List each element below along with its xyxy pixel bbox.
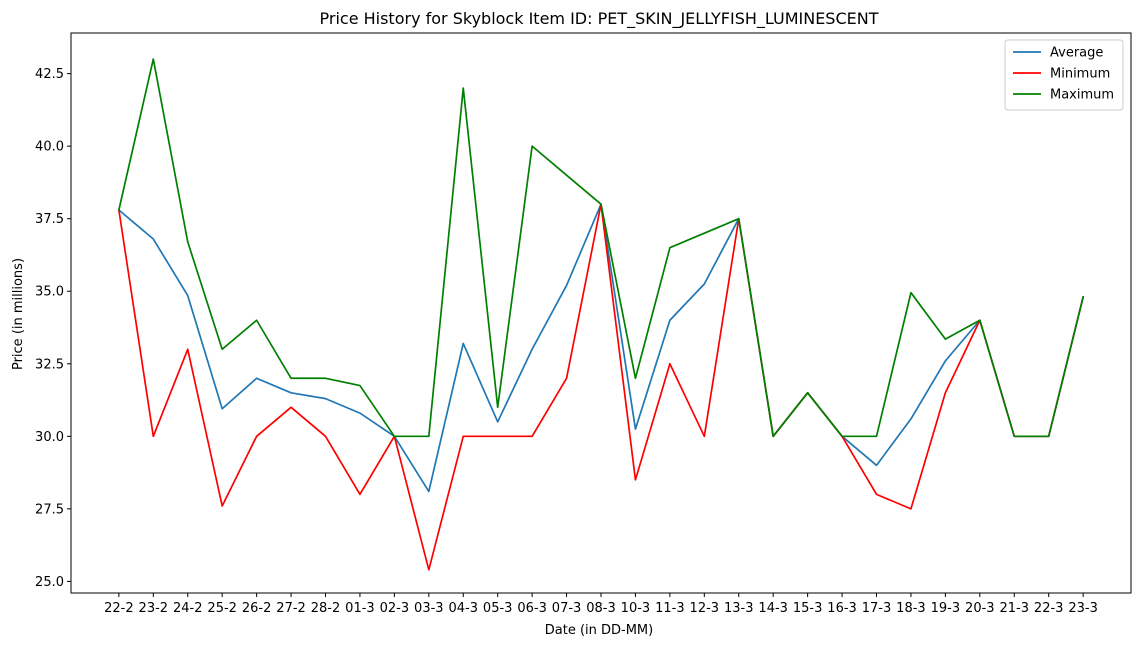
x-tick-label: 14-3 [758, 601, 788, 616]
chart-title: Price History for Skyblock Item ID: PET_… [320, 9, 879, 29]
x-tick-label: 02-3 [380, 601, 410, 616]
y-tick-label: 30.0 [35, 430, 64, 445]
x-tick-label: 18-3 [896, 601, 926, 616]
x-tick-label: 22-2 [104, 601, 134, 616]
x-tick-label: 01-3 [345, 601, 375, 616]
x-tick-label: 05-3 [483, 601, 513, 616]
y-tick-label: 37.5 [35, 212, 64, 227]
x-tick-label: 15-3 [793, 601, 823, 616]
x-tick-label: 17-3 [862, 601, 892, 616]
legend-box [1004, 39, 1124, 111]
x-tick-label: 26-2 [242, 601, 272, 616]
legend-label-average: Average [1050, 46, 1103, 61]
y-tick-label: 40.0 [35, 140, 64, 155]
x-tick-label: 11-3 [655, 601, 685, 616]
x-tick-label: 23-3 [1068, 601, 1098, 616]
x-tick-label: 03-3 [414, 601, 444, 616]
x-tick-label: 20-3 [965, 601, 995, 616]
legend: Average Minimum Maximum [1004, 39, 1124, 111]
x-tick-label: 25-2 [207, 601, 237, 616]
x-tick-label: 16-3 [827, 601, 857, 616]
x-tick-label: 21-3 [999, 601, 1029, 616]
y-tick-label: 27.5 [35, 502, 64, 517]
x-axis-label: Date (in DD-MM) [545, 623, 653, 638]
y-axis-label: Price (in millions) [11, 258, 26, 370]
x-tick-label: 27-2 [276, 601, 306, 616]
y-tick-label: 42.5 [35, 67, 64, 82]
x-tick-label: 28-2 [311, 601, 341, 616]
x-tick-label: 22-3 [1034, 601, 1064, 616]
x-tick-label: 07-3 [552, 601, 582, 616]
x-tick-label: 19-3 [931, 601, 961, 616]
x-tick-label: 08-3 [586, 601, 616, 616]
legend-label-maximum: Maximum [1050, 88, 1114, 103]
legend-label-minimum: Minimum [1050, 67, 1110, 82]
x-tick-label: 12-3 [690, 601, 720, 616]
y-axis: 25.0 27.5 30.0 32.5 35.0 37.5 40.0 42.5 [35, 67, 71, 590]
x-tick-label: 13-3 [724, 601, 754, 616]
series-line-maximum [117, 58, 1085, 438]
y-tick-label: 32.5 [35, 357, 64, 372]
x-tick-label: 24-2 [173, 601, 203, 616]
x-tick-label: 06-3 [517, 601, 547, 616]
x-axis: 22-2 23-2 24-2 25-2 26-2 27-2 28-2 01-3 02-3 03-3… [104, 593, 1098, 616]
plot-lines [117, 58, 1085, 571]
y-tick-label: 35.0 [35, 285, 64, 300]
x-tick-label: 04-3 [448, 601, 478, 616]
x-tick-label: 10-3 [621, 601, 651, 616]
x-tick-label: 23-2 [139, 601, 169, 616]
y-tick-label: 25.0 [35, 575, 64, 590]
